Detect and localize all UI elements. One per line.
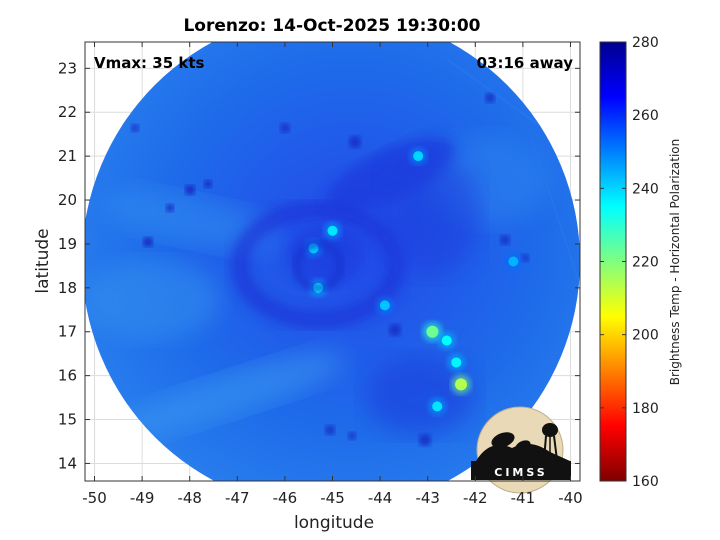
cimss-logo: CIMSS bbox=[471, 406, 571, 494]
logo-text: CIMSS bbox=[494, 466, 547, 479]
feature-cell bbox=[455, 378, 468, 391]
feature-cell bbox=[379, 300, 390, 311]
convective-features bbox=[292, 147, 523, 416]
x-axis-ticks: -50 -49 -48 -47 -46 -45 -44 -43 -42 -41 -40 bbox=[82, 42, 583, 507]
feature-cell bbox=[508, 256, 519, 267]
colorbar-ticks: 160 180 200 220 240 260 280 bbox=[600, 35, 659, 490]
y-tick-label: 20 bbox=[58, 191, 77, 209]
y-axis-ticks: 14 15 16 17 18 19 20 21 22 23 bbox=[58, 59, 580, 472]
colorbar-tick-label: 200 bbox=[632, 328, 659, 344]
swath bbox=[85, 42, 580, 481]
y-tick-label: 17 bbox=[58, 323, 77, 341]
colorbar-tick-label: 180 bbox=[632, 401, 659, 417]
y-tick-label: 23 bbox=[58, 59, 77, 77]
feature-cell bbox=[432, 401, 443, 412]
colorbar-tick-label: 220 bbox=[632, 255, 659, 271]
x-tick-label: -49 bbox=[130, 489, 155, 507]
feature-cell bbox=[327, 225, 338, 236]
x-tick-label: -43 bbox=[415, 489, 440, 507]
feature-cell bbox=[451, 357, 462, 368]
colorbar-bar bbox=[599, 41, 627, 482]
x-axis-label: longitude bbox=[294, 513, 374, 533]
y-axis-label: latitude bbox=[33, 228, 53, 293]
colorbar-tick-label: 260 bbox=[632, 108, 659, 124]
x-tick-label: -42 bbox=[463, 489, 488, 507]
colorbar-tick-label: 280 bbox=[632, 35, 659, 51]
colorbar-tick-label: 240 bbox=[632, 181, 659, 197]
y-tick-label: 21 bbox=[58, 147, 77, 165]
y-tick-label: 18 bbox=[58, 279, 77, 297]
vmax-label: Vmax: 35 kts bbox=[94, 54, 204, 72]
colorbar-label: Brightness Temp - Horizontal Polarizatio… bbox=[668, 139, 682, 386]
x-tick-label: -44 bbox=[368, 489, 393, 507]
x-tick-label: -40 bbox=[558, 489, 583, 507]
x-tick-label: -48 bbox=[177, 489, 202, 507]
feature-cell bbox=[413, 151, 424, 162]
x-tick-label: -47 bbox=[225, 489, 250, 507]
y-tick-label: 19 bbox=[58, 235, 77, 253]
x-tick-label: -46 bbox=[273, 489, 298, 507]
feature-cell bbox=[426, 325, 439, 338]
colorbar: 160 180 200 220 240 260 280 Brightness Temp - … bbox=[599, 35, 682, 490]
chart-title: Lorenzo: 14-Oct-2025 19:30:00 bbox=[183, 16, 480, 36]
y-tick-label: 16 bbox=[58, 367, 77, 385]
plot-area: CIMSS Vmax: 35 kts 03:16 away -50 -49 -48-… bbox=[58, 41, 583, 507]
x-tick-label: -41 bbox=[511, 489, 536, 507]
y-tick-label: 22 bbox=[58, 103, 77, 121]
colorbar-tick-label: 160 bbox=[632, 474, 659, 490]
y-tick-label: 15 bbox=[58, 411, 77, 429]
x-tick-label: -45 bbox=[320, 489, 345, 507]
time-away-label: 03:16 away bbox=[477, 54, 574, 72]
storm-eye-ring bbox=[292, 239, 345, 292]
x-tick-label: -50 bbox=[82, 489, 107, 507]
y-tick-label: 14 bbox=[58, 454, 77, 472]
feature-cell bbox=[441, 335, 452, 346]
